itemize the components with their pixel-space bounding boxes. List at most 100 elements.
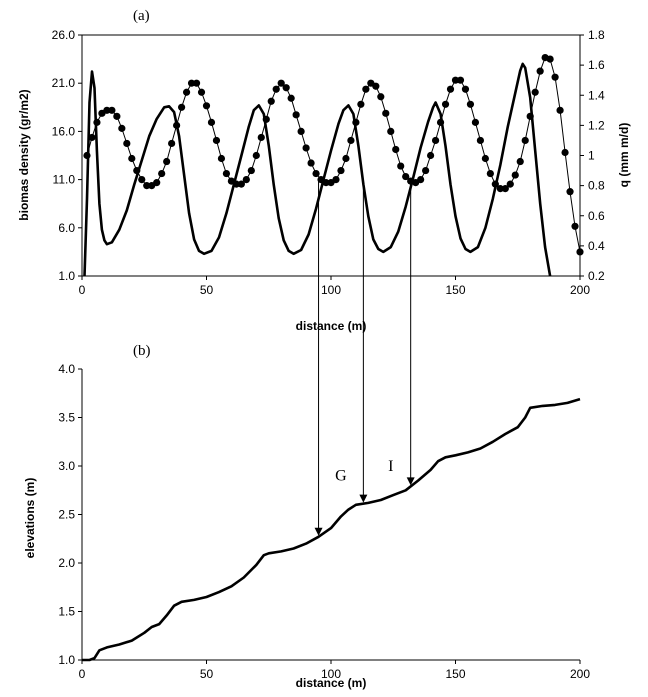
data-point <box>526 112 534 120</box>
data-point <box>178 103 186 111</box>
data-point <box>257 133 265 142</box>
data-point <box>88 133 96 142</box>
data-point <box>357 100 365 108</box>
data-point <box>158 169 166 178</box>
y-left-tick-label: 16.0 <box>52 124 76 138</box>
data-point <box>556 106 564 114</box>
data-point <box>486 169 494 178</box>
data-point <box>187 79 196 87</box>
data-point <box>471 118 480 126</box>
data-point <box>128 154 136 163</box>
data-point <box>491 180 499 188</box>
data-point <box>307 159 315 167</box>
data-point <box>531 88 539 96</box>
data-point <box>402 172 410 181</box>
data-point <box>372 82 380 90</box>
data-point <box>566 188 574 196</box>
data-point <box>342 154 350 163</box>
data-point <box>456 76 465 84</box>
y-tick-label: 2.0 <box>58 556 75 570</box>
data-point <box>277 79 285 87</box>
y-tick-label: 1.5 <box>58 605 75 619</box>
x-tick-label: 50 <box>200 283 214 297</box>
panel-a-y-ticks-left: 1.0 6.0 11.0 16.0 21.0 26.0 <box>52 28 82 283</box>
panel-b-series <box>82 397 581 662</box>
data-point <box>232 180 240 188</box>
y-right-tick-label: 0.8 <box>588 179 605 193</box>
data-point <box>481 154 489 163</box>
data-point <box>337 166 345 175</box>
x-tick-label: 0 <box>79 667 86 681</box>
data-point <box>108 106 116 114</box>
panel-b-y-ticks: 1.0 1.5 2.0 2.5 3.0 3.5 4.0 <box>58 362 82 667</box>
data-point <box>197 88 206 96</box>
data-point <box>282 84 290 92</box>
data-point <box>322 179 330 187</box>
data-point <box>247 166 255 175</box>
data-point <box>262 115 270 123</box>
x-tick-label: 0 <box>79 283 86 297</box>
y-tick-label: 3.5 <box>58 411 75 425</box>
y-tick-label: 2.5 <box>58 508 75 522</box>
y-right-tick-label: 0.2 <box>588 269 605 283</box>
x-tick-label: 100 <box>321 283 341 297</box>
panel-a-ylabel-right: q (mm m/d) <box>617 123 631 188</box>
data-point <box>501 185 509 193</box>
panel-a-y-ticks-right: 0.2 0.4 0.6 0.8 1 1.2 1.4 1.6 1.8 <box>580 28 605 283</box>
data-point <box>576 248 584 256</box>
x-tick-label: 50 <box>200 667 214 681</box>
data-point <box>287 94 295 102</box>
y-right-tick-label: 1.2 <box>588 118 605 132</box>
data-point <box>143 182 151 190</box>
data-point <box>571 222 579 230</box>
data-point <box>387 127 395 135</box>
x-tick-label: 100 <box>321 667 341 681</box>
data-point <box>212 136 221 145</box>
data-point <box>561 148 569 157</box>
data-point <box>83 151 91 160</box>
y-tick-label: 4.0 <box>58 362 75 376</box>
panel-a-xlabel: distance (m) <box>296 319 367 333</box>
data-point <box>123 139 131 148</box>
x-tick-label: 200 <box>570 283 590 297</box>
data-point <box>546 55 554 63</box>
annotation-I: I <box>388 458 393 475</box>
y-tick-label: 1.0 <box>58 653 75 667</box>
data-point <box>441 100 450 108</box>
y-left-tick-label: 6.0 <box>58 221 75 235</box>
data-point <box>352 118 360 126</box>
data-point <box>466 100 475 108</box>
data-point <box>297 127 305 135</box>
x-tick-label: 150 <box>445 283 465 297</box>
x-tick-label: 200 <box>570 667 590 681</box>
data-point <box>362 85 370 93</box>
data-point <box>118 124 126 132</box>
panel-a-label: (a) <box>133 8 150 24</box>
data-point <box>511 171 519 179</box>
arrow-head-2 <box>406 477 415 486</box>
data-point <box>551 73 559 81</box>
y-right-tick-label: 1.8 <box>588 28 605 42</box>
y-right-tick-label: 1.6 <box>588 58 605 72</box>
data-point <box>292 111 300 119</box>
data-point <box>377 93 385 101</box>
data-point <box>173 121 181 129</box>
data-point <box>217 154 226 163</box>
data-point <box>267 97 275 105</box>
data-point <box>382 109 390 117</box>
data-point <box>516 157 524 166</box>
series-line-1 <box>86 57 581 252</box>
data-point <box>496 185 504 193</box>
data-point <box>461 85 470 93</box>
data-point <box>272 85 280 93</box>
data-point <box>332 176 340 184</box>
y-right-tick-label: 0.4 <box>588 239 605 253</box>
data-point <box>207 118 216 126</box>
y-left-tick-label: 11.0 <box>53 173 76 187</box>
data-point <box>451 76 460 84</box>
x-tick-label: 150 <box>445 667 465 681</box>
data-point <box>138 176 146 184</box>
y-left-tick-label: 21.0 <box>52 76 76 90</box>
data-point <box>536 67 544 75</box>
